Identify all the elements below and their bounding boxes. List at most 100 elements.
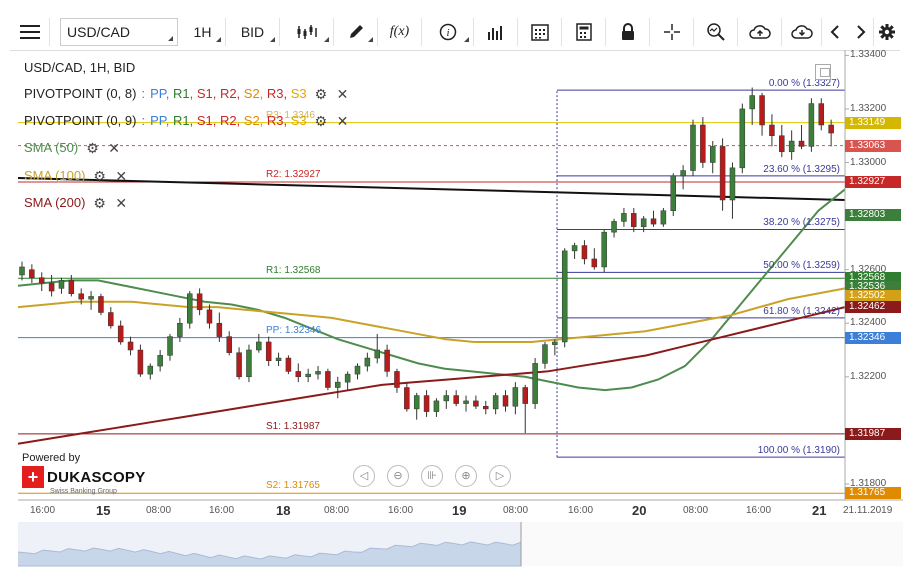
candle-body (552, 341, 558, 345)
volume-button[interactable] (474, 18, 518, 46)
download-button[interactable] (782, 18, 822, 46)
volume-bars-icon (487, 26, 502, 40)
close-icon[interactable]: ✕ (336, 112, 349, 129)
gear-icon[interactable]: ⚙ (314, 112, 328, 129)
pivot-legend-1[interactable]: PIVOTPOINT (0, 8) : PP, R1, S1, R2, S2, … (24, 86, 351, 101)
cloud-upload-icon (748, 25, 771, 39)
hamburger-menu-icon[interactable] (10, 18, 50, 46)
calculator-icon (575, 23, 592, 41)
chevron-right-icon (856, 25, 865, 39)
candle-body (502, 395, 509, 407)
zoom-icon (706, 23, 725, 41)
zoom-button[interactable] (694, 18, 738, 46)
gear-icon[interactable]: ⚙ (314, 85, 328, 102)
svg-text:i: i (446, 27, 449, 39)
trend-line (17, 177, 846, 201)
price-tag: 1.32346 (845, 331, 901, 344)
candle-body (473, 400, 479, 407)
drawing-tools-button[interactable] (334, 18, 378, 46)
calculator-button[interactable] (562, 18, 606, 46)
close-icon[interactable]: ✕ (108, 139, 120, 156)
price-side-selector[interactable]: BID (226, 18, 280, 46)
sma-legend-100[interactable]: SMA (100) ⚙ ✕ (24, 168, 129, 183)
candle-body (581, 245, 588, 260)
info-icon: i (439, 23, 456, 41)
fit-icon[interactable]: ⊪ (421, 465, 443, 487)
candle-body (423, 395, 430, 412)
candle-body (265, 341, 272, 361)
arrow-left-icon[interactable]: ◁ (353, 465, 375, 487)
close-icon[interactable]: ✕ (336, 85, 349, 102)
gear-icon[interactable]: ⚙ (93, 194, 106, 211)
pivot-level-label: R2: 1.32927 (266, 169, 321, 181)
candle-body (256, 341, 262, 351)
candle-body (709, 146, 716, 163)
zoom-out-icon[interactable]: ⊖ (387, 465, 409, 487)
zoom-in-icon[interactable]: ⊕ (455, 465, 477, 487)
time-tick-label: 16:00 (30, 505, 56, 516)
price-tick-label: 1.33400 (850, 49, 887, 61)
price-tag: 1.32803 (845, 209, 901, 222)
candle-body (808, 103, 815, 147)
candle-body (384, 349, 390, 372)
crosshair-button[interactable] (650, 18, 694, 46)
pivot-legend-1-name: PIVOTPOINT (0, 8) (24, 86, 137, 101)
candle-body (295, 371, 302, 378)
price-tag: 1.33063 (845, 139, 901, 152)
candle-body (394, 371, 400, 388)
candle-body (58, 280, 65, 289)
candle-body (177, 322, 183, 337)
pivot-legend-item: S2, (243, 86, 267, 101)
pivot-level-label: PP: 1.32346 (266, 324, 322, 336)
sma-legend-100-name: SMA (100) (24, 168, 86, 183)
fib-level-label: 61.80 % (1.3242) (763, 305, 840, 317)
candle-body (532, 363, 538, 404)
info-button[interactable]: i (422, 18, 474, 46)
time-tick-label: 08:00 (503, 505, 529, 516)
pivot-legend-2[interactable]: PIVOTPOINT (0, 9) : PP, R1, S1, R2, S2, … (24, 113, 351, 128)
lock-icon (621, 23, 634, 40)
arrow-right-icon[interactable]: ▷ (489, 465, 511, 487)
scroll-left-button[interactable] (822, 18, 848, 46)
lock-button[interactable] (606, 18, 650, 46)
candle-body (700, 124, 706, 163)
close-icon[interactable]: ✕ (115, 194, 128, 211)
indicators-button[interactable]: f(x) (378, 18, 422, 46)
pivot-legend-2-sep: : (141, 113, 146, 128)
symbol-selector[interactable]: USD/CAD (60, 18, 178, 46)
pivot-legend-item: S1, (196, 113, 220, 128)
price-tag: 1.33149 (845, 116, 901, 129)
scroll-right-button[interactable] (848, 18, 874, 46)
fib-level-label: 50.00 % (1.3259) (763, 260, 840, 272)
candle-body (157, 355, 163, 367)
timeframe-selector[interactable]: 1H (180, 18, 226, 46)
expand-icon[interactable] (815, 64, 831, 80)
navigator-window (18, 522, 521, 566)
settings-button[interactable] (874, 18, 900, 46)
sma-legend-50[interactable]: SMA (50) ⚙ ✕ (24, 140, 122, 155)
sma-200-line (17, 306, 846, 445)
candle-body (463, 400, 469, 404)
pivot-legend-item: R1, (172, 113, 197, 128)
price-tag: 1.32927 (845, 176, 901, 189)
candle-body (127, 341, 134, 351)
pivot-legend-item: R2, (219, 113, 244, 128)
chart-type-button[interactable] (280, 18, 334, 46)
fib-level-label: 100.00 % (1.3190) (757, 445, 840, 457)
toolbar: USD/CAD 1H BID f(x) i (10, 14, 900, 51)
gear-icon[interactable]: ⚙ (86, 139, 99, 156)
calendar-button[interactable] (518, 18, 562, 46)
pivot-level-label: S2: 1.31765 (266, 480, 320, 492)
gear-icon[interactable]: ⚙ (93, 167, 106, 184)
upload-button[interactable] (738, 18, 782, 46)
sma-legend-50-name: SMA (50) (24, 140, 79, 155)
candle-body (374, 349, 380, 359)
price-tick-label: 1.32200 (850, 370, 887, 382)
pivot-level-label: S1: 1.31987 (266, 420, 320, 432)
symbol-value: USD/CAD (67, 24, 131, 40)
sma-legend-200[interactable]: SMA (200) ⚙ ✕ (24, 195, 129, 210)
candle-body (354, 365, 361, 375)
pivot-legend-item: R3, (266, 86, 291, 101)
close-icon[interactable]: ✕ (115, 167, 128, 184)
